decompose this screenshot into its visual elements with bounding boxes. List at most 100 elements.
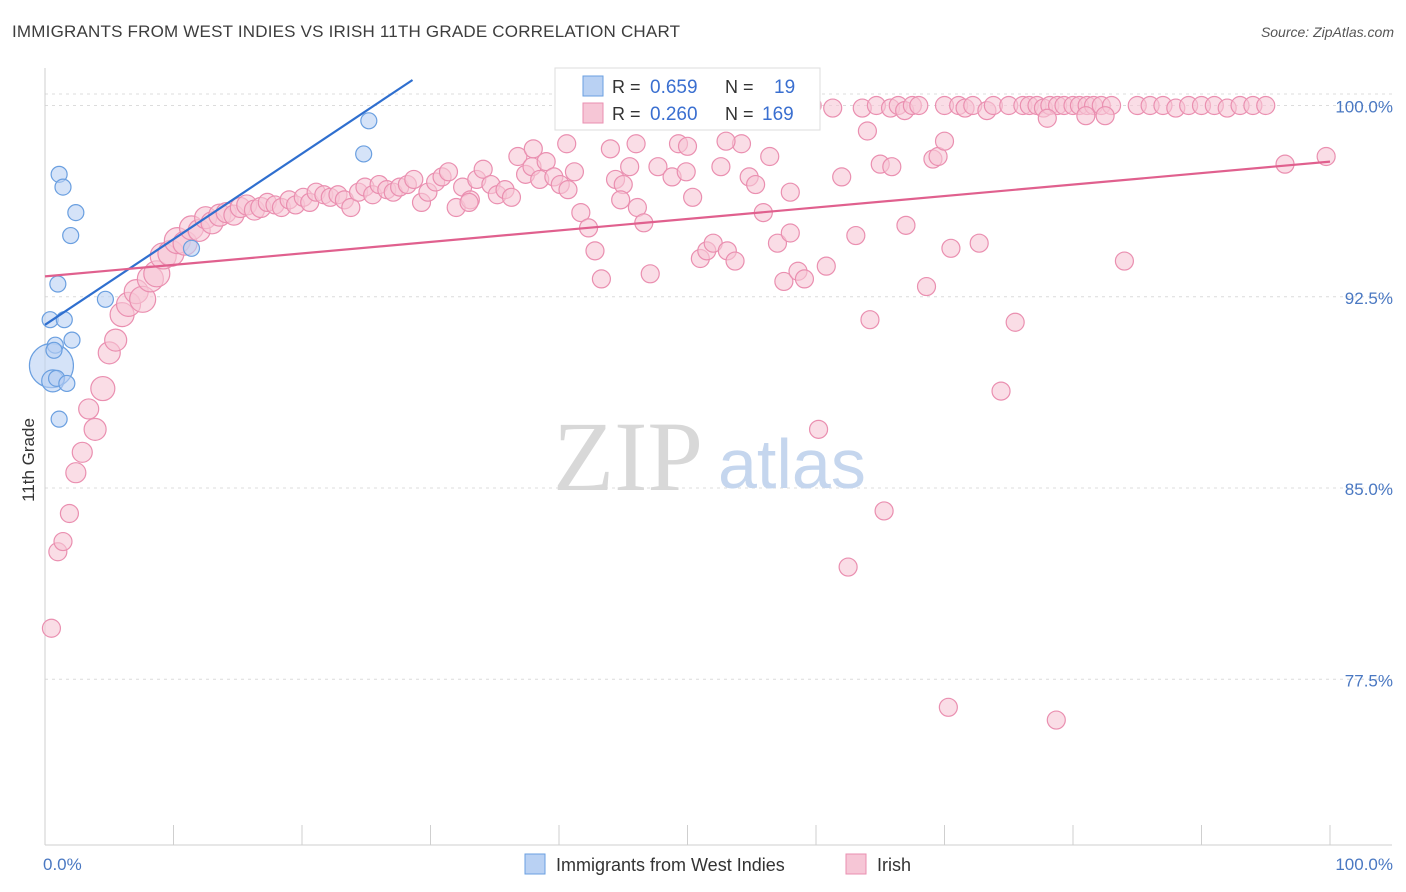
irish-point (711, 157, 731, 177)
legend-r-label-1: R = (612, 77, 641, 97)
irish-point (846, 225, 866, 246)
irish-point (1256, 95, 1276, 116)
source-credit: Source: ZipAtlas.com (1260, 24, 1394, 40)
west-indies-series-points (28, 112, 378, 428)
irish-point (909, 95, 929, 116)
legend-n-value-1: 19 (774, 77, 795, 98)
irish-point (794, 269, 815, 289)
irish-point (816, 256, 836, 276)
y-axis-title: 11th Grade (19, 418, 38, 502)
west-indies-point (63, 331, 81, 349)
irish-point (760, 146, 780, 167)
west-indies-trend-line (44, 79, 414, 326)
irish-point (780, 182, 800, 202)
irish-point (508, 146, 528, 167)
irish-point (536, 152, 556, 172)
legend-r-value-1: 0.659 (650, 77, 698, 98)
west-indies-point (182, 239, 201, 257)
irish-point (83, 417, 107, 441)
irish-point (1046, 710, 1066, 730)
irish-point (71, 441, 93, 463)
legend-n-label-1: N = (725, 77, 754, 97)
irish-point (523, 139, 543, 159)
irish-point (558, 180, 578, 200)
irish-point (65, 462, 87, 484)
irish-point (341, 197, 361, 218)
irish-point (591, 269, 612, 289)
irish-point (473, 159, 493, 179)
legend-r-label-2: R = (612, 104, 641, 124)
irish-point (1095, 106, 1115, 126)
irish-point (640, 264, 660, 284)
irish-point (938, 697, 958, 717)
irish-point (716, 131, 736, 151)
x-tick-label: 100.0% (1335, 855, 1393, 874)
axes (44, 68, 1392, 846)
irish-point (857, 121, 878, 141)
irish-point (991, 381, 1011, 401)
irish-point (896, 215, 916, 235)
y-tick-label: 92.5% (1345, 289, 1393, 308)
legend-swatch-pink (582, 102, 604, 124)
irish-point (916, 276, 937, 297)
y-tick-label: 100.0% (1335, 98, 1393, 117)
y-tick-labels: 77.5% 85.0% 92.5% 100.0% (1335, 98, 1393, 691)
irish-trend-line (44, 160, 1331, 278)
irish-point (725, 251, 745, 271)
trend-lines (44, 79, 1331, 326)
series-legend: Immigrants from West Indies Irish (524, 853, 911, 875)
west-indies-point (360, 112, 378, 130)
irish-point (585, 241, 605, 261)
watermark-atlas: atlas (718, 425, 866, 503)
irish-point (438, 162, 459, 182)
irish-point (78, 398, 100, 420)
irish-point (53, 531, 73, 552)
irish-point (1076, 106, 1096, 126)
irish-point (620, 157, 640, 177)
chart-title: IMMIGRANTS FROM WEST INDIES VS IRISH 11T… (12, 22, 681, 41)
legend-r-value-2: 0.260 (650, 104, 698, 125)
west-indies-point (45, 341, 63, 359)
west-indies-point (50, 410, 68, 428)
west-indies-point (62, 226, 80, 245)
irish-point (1316, 146, 1336, 167)
irish-point (746, 174, 766, 195)
watermark-zip: ZIP (553, 401, 703, 512)
irish-point (90, 375, 116, 402)
irish-point (104, 328, 128, 352)
irish-point (767, 233, 788, 253)
irish-point (941, 238, 961, 258)
irish-point (780, 223, 800, 243)
legend-bottom-swatch-pink (845, 853, 867, 875)
legend-bottom-swatch-blue (524, 853, 546, 875)
irish-point (557, 134, 577, 154)
irish-point (774, 271, 794, 292)
watermark: ZIP atlas (553, 401, 866, 512)
irish-point (648, 157, 668, 177)
legend-bottom-label-irish: Irish (877, 855, 911, 875)
irish-point (600, 139, 621, 159)
west-indies-point (355, 145, 373, 163)
irish-point (823, 98, 843, 118)
irish-point (882, 157, 902, 177)
grid-lines (45, 93, 1392, 680)
irish-series-points (41, 95, 1336, 730)
irish-point (677, 136, 698, 156)
irish-point (501, 187, 522, 207)
y-tick-label: 77.5% (1345, 671, 1393, 690)
legend-swatch-blue (582, 75, 604, 97)
irish-point (626, 134, 646, 154)
legend-n-label-2: N = (725, 104, 754, 124)
west-indies-point (49, 275, 67, 293)
west-indies-point (58, 374, 76, 393)
irish-point (838, 557, 858, 577)
irish-point (564, 162, 585, 182)
irish-point (969, 233, 989, 253)
irish-point (59, 503, 80, 524)
legend-bottom-label-west-indies: Immigrants from West Indies (556, 855, 785, 875)
x-tick-label: 0.0% (43, 855, 82, 874)
x-tick-labels: 0.0% 100.0% (43, 855, 1393, 874)
irish-point (860, 310, 880, 330)
irish-point (676, 162, 696, 182)
irish-point (874, 501, 894, 521)
